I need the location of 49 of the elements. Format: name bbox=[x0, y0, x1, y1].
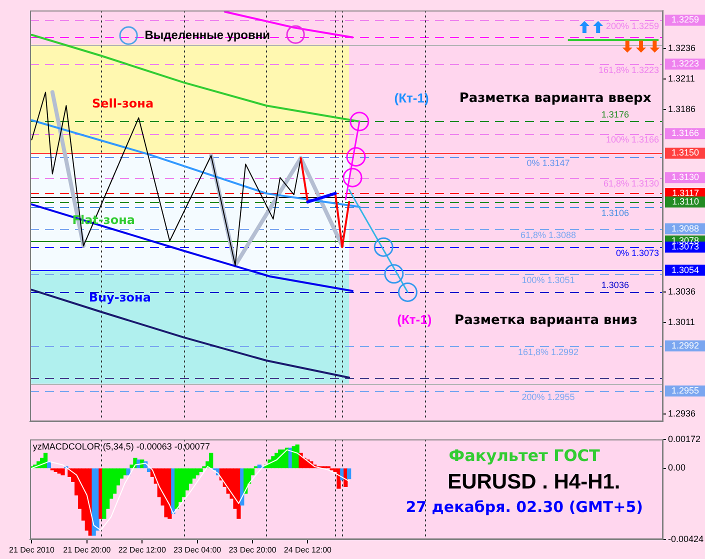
y-tick-label: 0.00 bbox=[668, 462, 686, 473]
x-tick-label: 21 Dec 2010 bbox=[9, 545, 55, 554]
y2-tick-label: 1.2955 bbox=[671, 385, 699, 396]
x-tick-label: 23 Dec 04:00 bbox=[174, 545, 222, 554]
x-tick-label: 24 Dec 12:00 bbox=[284, 545, 332, 554]
y-tick-label: 1.2936 bbox=[668, 408, 696, 419]
x-tick-label: 22 Dec 12:00 bbox=[118, 545, 166, 554]
y2-tick-label: 1.3110 bbox=[672, 196, 699, 206]
y2-tick-label: 1.3223 bbox=[671, 58, 699, 69]
y-tick-label: 0.00172 bbox=[668, 434, 701, 444]
annotation: 27 декабря. 02.30 (GMT+5) bbox=[406, 498, 644, 516]
y2-tick-label: 1.3150 bbox=[671, 148, 699, 158]
x-tick-label: 23 Dec 20:00 bbox=[228, 545, 277, 554]
y-tick-label: 1.3186 bbox=[668, 104, 696, 114]
ref-line-label: 161,8% 1.3223 bbox=[598, 65, 659, 76]
annotation: Разметка варианта вверх bbox=[459, 91, 652, 106]
ref-line-label: 1.3036 bbox=[601, 280, 629, 290]
y-tick-label: 1.3036 bbox=[668, 286, 696, 297]
annotation: (Кт-1) bbox=[394, 90, 429, 106]
band-label: Sell-зона bbox=[92, 96, 154, 111]
ref-line-label: 1.3106 bbox=[601, 208, 629, 218]
y2-tick-label: 1.3088 bbox=[671, 223, 699, 234]
ref-line-label: 61,8% 1.3130 bbox=[603, 178, 659, 189]
y-tick-label: 1.3011 bbox=[668, 317, 695, 328]
y-tick-label: -0.00424 bbox=[668, 534, 704, 544]
ref-line-label: 100% 1.3166 bbox=[606, 134, 659, 145]
ref-line-label: 200% 1.2955 bbox=[522, 392, 575, 402]
ref-line-label: 100% 1.3051 bbox=[522, 274, 575, 285]
annotation: Факультет ГОСТ bbox=[448, 446, 600, 466]
y2-tick-label: 1.3166 bbox=[671, 128, 699, 138]
annotation: (Кт-1) bbox=[397, 312, 432, 328]
y-tick-label: 1.3236 bbox=[668, 42, 696, 53]
ref-line-label: 200% 1.3259 bbox=[606, 21, 659, 32]
x-tick-label: 21 Dec 20:00 bbox=[63, 545, 112, 554]
chart-title: yzMACDCOLOR (5,34,5) -0.00063 -0.00077 bbox=[32, 441, 210, 452]
y2-tick-label: 1.3117 bbox=[672, 188, 699, 198]
annotation: Разметка варианта вниз bbox=[454, 313, 638, 328]
y2-tick-label: 1.3259 bbox=[671, 14, 699, 25]
band-label: Buy-зона bbox=[88, 290, 151, 305]
y-tick-label: 1.3211 bbox=[668, 73, 695, 84]
ref-line-label: 0% 1.3147 bbox=[526, 158, 570, 168]
ref-line-label: 161,8% 1.2992 bbox=[518, 346, 579, 357]
y2-tick-label: 1.3054 bbox=[671, 264, 699, 275]
ref-line-label: 0% 1.3073 bbox=[616, 248, 659, 258]
y2-tick-label: 1.3130 bbox=[671, 172, 699, 182]
annotation: EURUSD . H4-H1. bbox=[448, 470, 620, 494]
ref-line-label: 1.3176 bbox=[601, 109, 629, 120]
ref-line-label: 61,8% 1.3088 bbox=[520, 230, 576, 240]
y2-tick-label: 1.2992 bbox=[671, 340, 699, 350]
